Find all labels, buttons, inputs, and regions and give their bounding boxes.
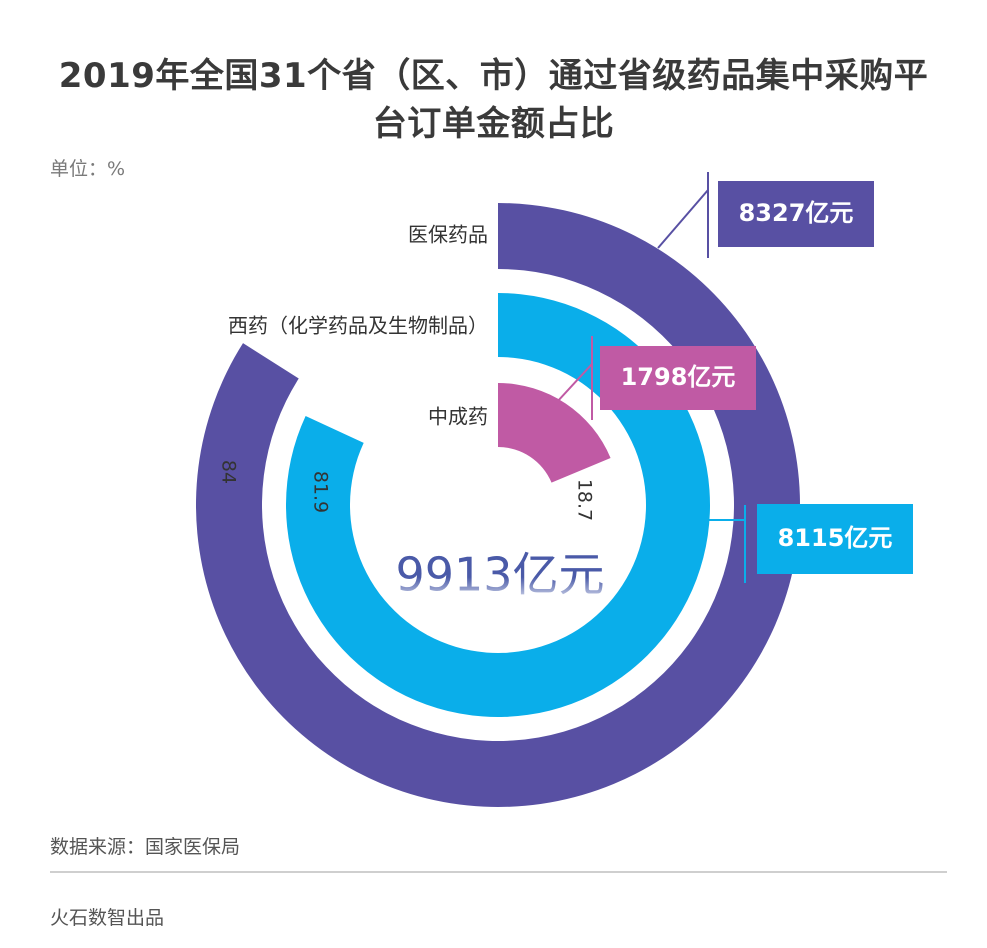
producer-credit: 火石数智出品 — [50, 907, 165, 929]
chart-title-line-2: 台订单金额占比 — [372, 104, 615, 144]
value-label: 84 — [218, 460, 240, 484]
amount-callout-box — [757, 504, 913, 574]
callout-leader — [544, 363, 593, 416]
category-label: 西药（化学药品及生物制品） — [228, 314, 488, 338]
category-label: 中成药 — [428, 405, 488, 429]
chart-title: 2019年全国31个省（区、市）通过省级药品集中采购平 台订单金额占比 — [40, 52, 947, 148]
value-label: 81.9 — [310, 471, 332, 513]
footer-divider — [50, 871, 947, 873]
amount-callout-label: 1798亿元 — [621, 363, 736, 391]
unit-label: 单位：% — [50, 158, 126, 180]
value-label: 18.7 — [574, 479, 596, 521]
total-amount-label: 9913亿元 — [395, 548, 604, 602]
bar-3 — [498, 383, 611, 483]
data-source: 数据来源：国家医保局 — [50, 836, 241, 858]
chart-title-line-1: 2019年全国31个省（区、市）通过省级药品集中采购平 — [58, 56, 929, 96]
amount-callout-box — [600, 346, 756, 410]
callout-leader — [657, 189, 709, 249]
amount-callout-box — [718, 181, 874, 247]
amount-callout-label: 8327亿元 — [739, 199, 854, 227]
category-label: 医保药品 — [408, 223, 488, 247]
amount-callout-label: 8115亿元 — [778, 524, 893, 552]
